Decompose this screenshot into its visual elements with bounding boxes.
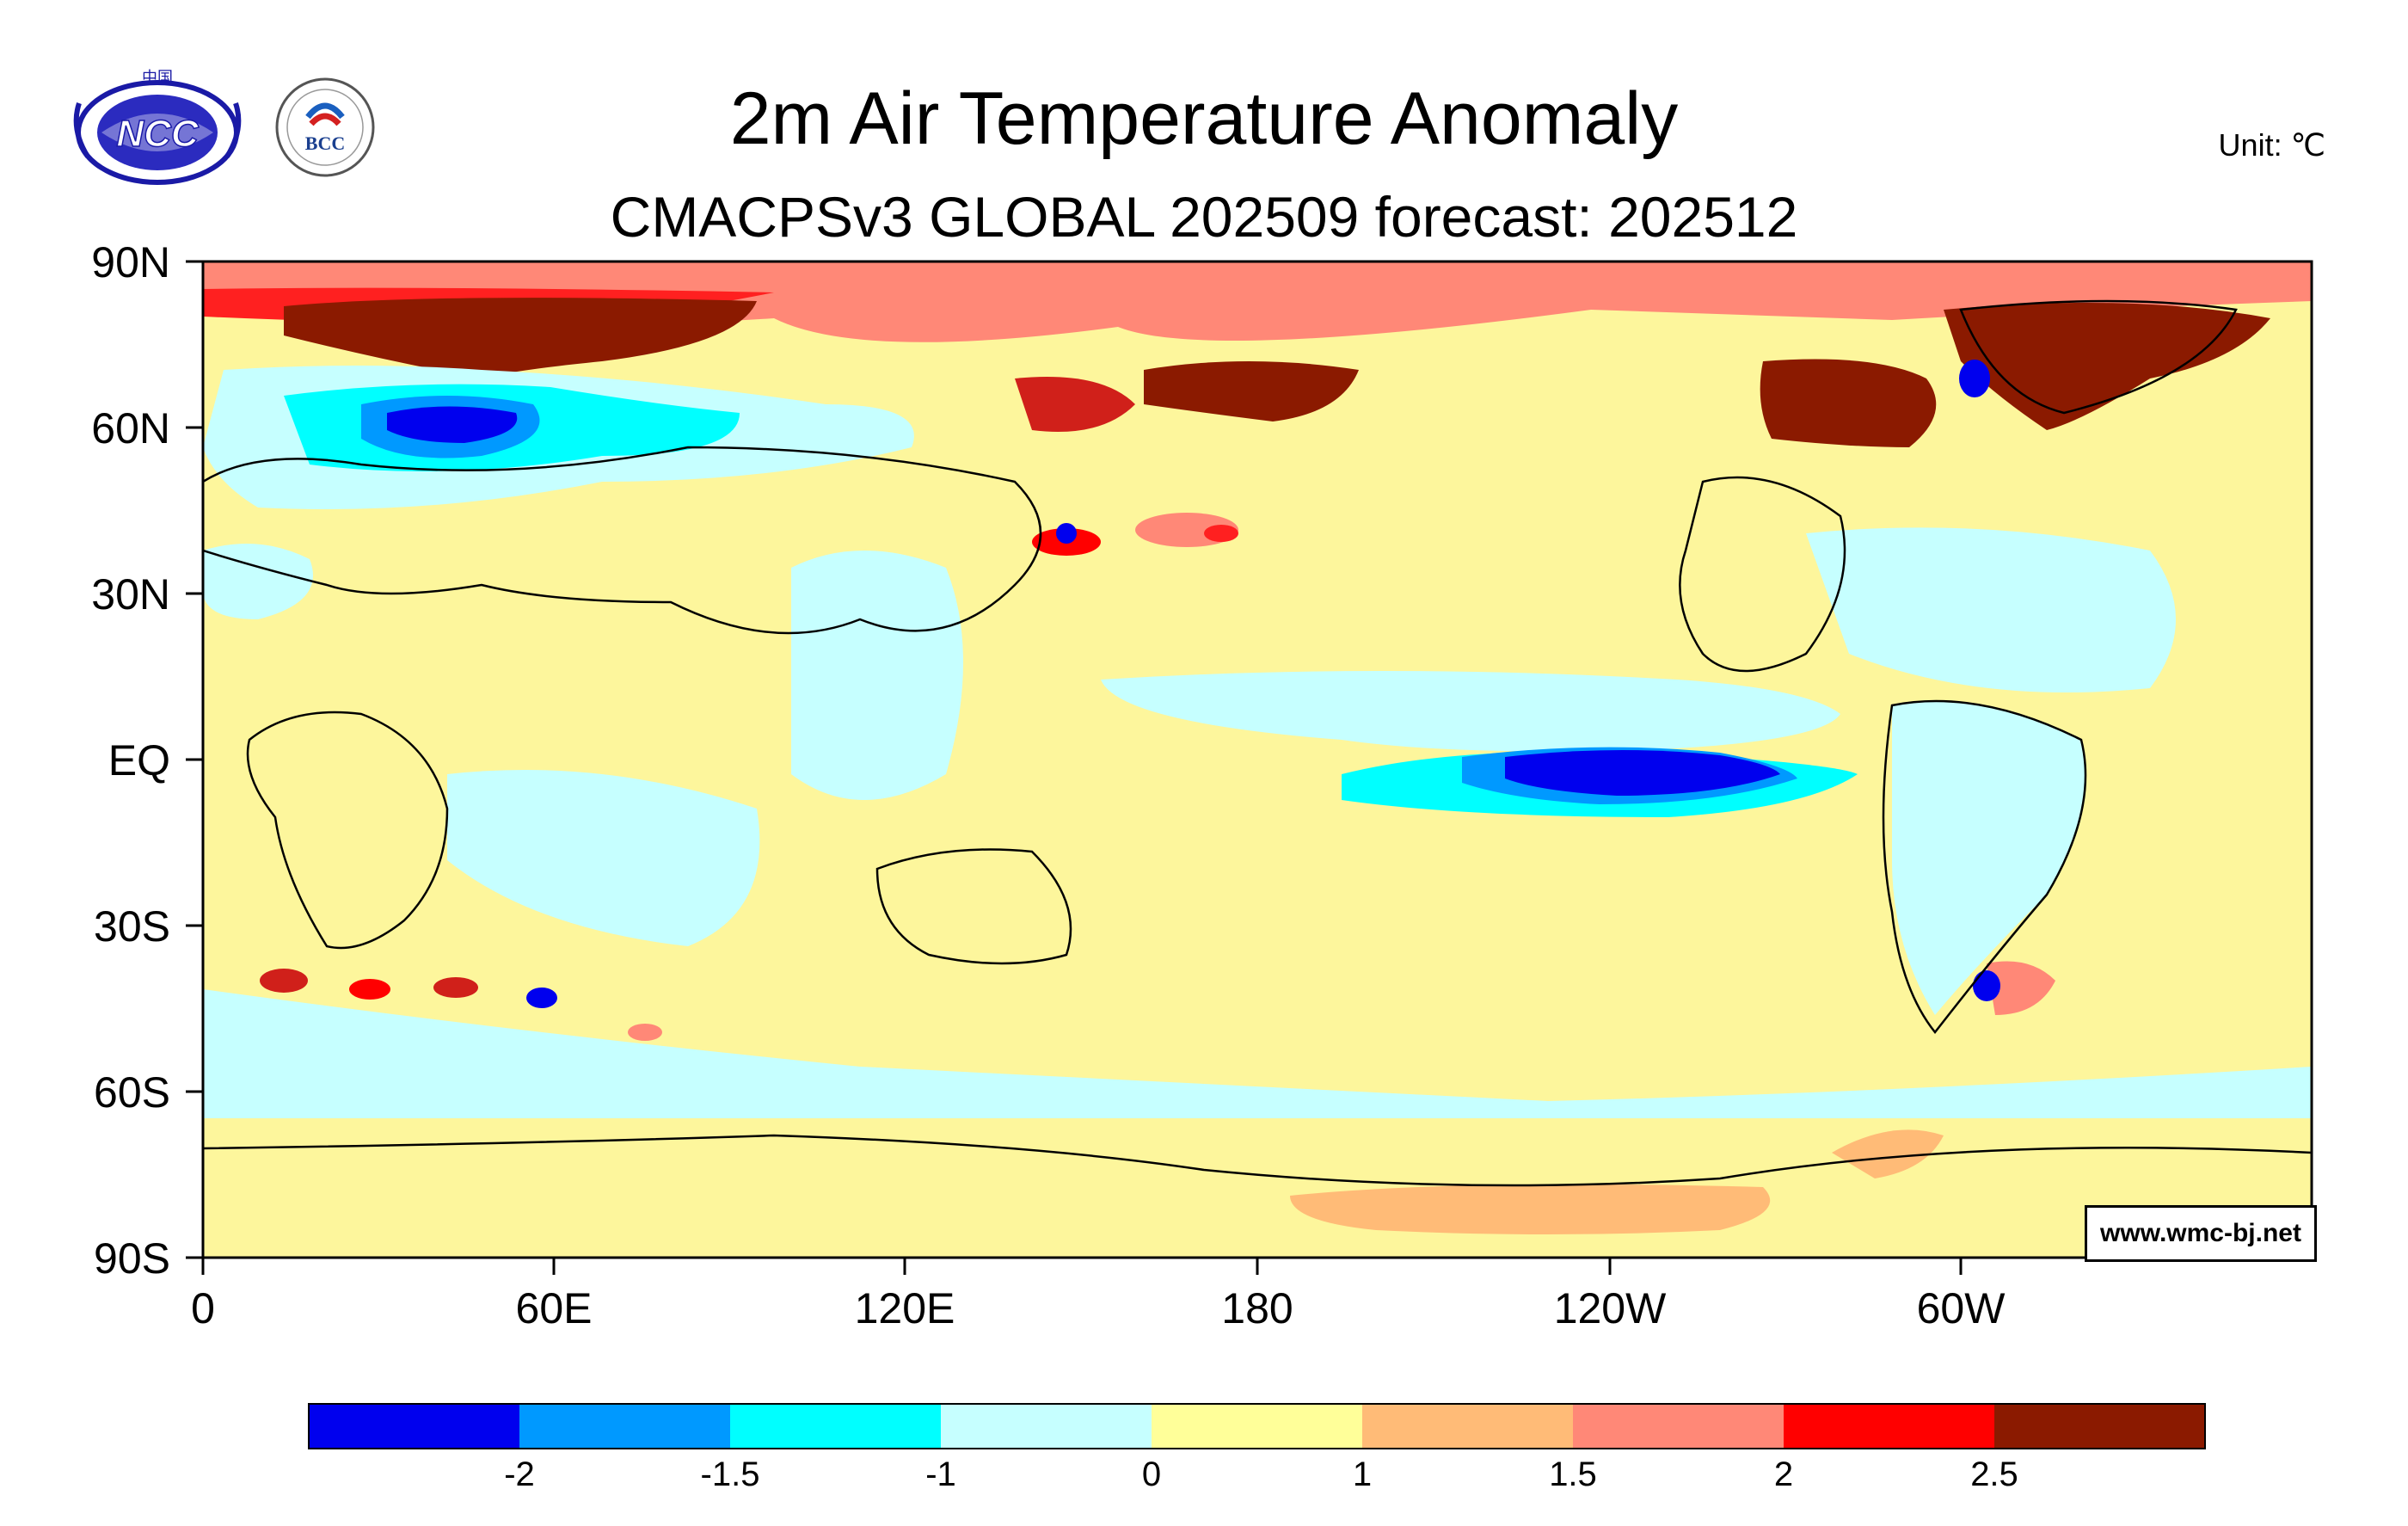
coastlines xyxy=(203,299,2312,1187)
ncc-logo: NCC 中国 xyxy=(73,69,242,185)
map-subtitle: CMACPSv3 GLOBAL 202509 forecast: 202512 xyxy=(610,185,1798,249)
x-label-120w: 120W xyxy=(1553,1284,1667,1332)
y-label-30n: 30N xyxy=(91,570,170,618)
y-label-90s: 90S xyxy=(94,1234,170,1283)
colorbar-label: -1 xyxy=(925,1455,956,1493)
colorbar-label: -1.5 xyxy=(700,1455,760,1493)
x-label-0: 0 xyxy=(191,1284,215,1332)
colorbar-label: -2 xyxy=(504,1455,535,1493)
unit-label: Unit: ℃ xyxy=(2218,127,2325,163)
x-label-120e: 120E xyxy=(854,1284,955,1332)
y-label-90n: 90N xyxy=(91,238,170,286)
credit-box: www.wmc-bj.net xyxy=(2085,1205,2317,1262)
colorbar-swatch xyxy=(519,1404,730,1449)
colorbar-label: 2 xyxy=(1773,1455,1794,1493)
colorbar-swatch xyxy=(1573,1404,1784,1449)
colorbar-swatch xyxy=(730,1404,941,1449)
svg-text:BCC: BCC xyxy=(305,132,345,154)
colorbar-swatch xyxy=(1152,1404,1362,1449)
y-axis-ticks xyxy=(186,260,203,1259)
colorbar-swatch xyxy=(1994,1404,2205,1449)
x-label-60e: 60E xyxy=(515,1284,593,1332)
colorbar-swatch xyxy=(309,1404,519,1449)
colorbar-label: 2.5 xyxy=(1970,1455,2018,1493)
colorbar-label: 1.5 xyxy=(1549,1455,1597,1493)
map-title: 2m Air Temperature Anomaly xyxy=(729,77,1679,160)
colorbar-swatch xyxy=(1362,1404,1573,1449)
y-label-60s: 60S xyxy=(94,1068,170,1117)
colorbar-label: 1 xyxy=(1352,1455,1373,1493)
y-label-30s: 30S xyxy=(94,902,170,951)
ncc-logo-text: 中国 xyxy=(142,69,173,87)
colorbar-border xyxy=(308,1403,2206,1449)
x-label-180: 180 xyxy=(1221,1284,1293,1332)
anomaly-fields xyxy=(203,262,2312,1234)
colorbar-swatch xyxy=(941,1404,1152,1449)
svg-text:NCC: NCC xyxy=(116,113,200,155)
colorbar-label: 0 xyxy=(1141,1455,1162,1493)
y-label-60n: 60N xyxy=(91,404,170,452)
colorbar xyxy=(308,1403,2206,1449)
y-label-eq: EQ xyxy=(108,736,170,785)
x-label-60w: 60W xyxy=(1916,1284,2006,1332)
bcc-logo: BCC xyxy=(275,77,375,177)
colorbar-swatch xyxy=(1784,1404,1994,1449)
x-axis-ticks xyxy=(201,1258,1963,1275)
